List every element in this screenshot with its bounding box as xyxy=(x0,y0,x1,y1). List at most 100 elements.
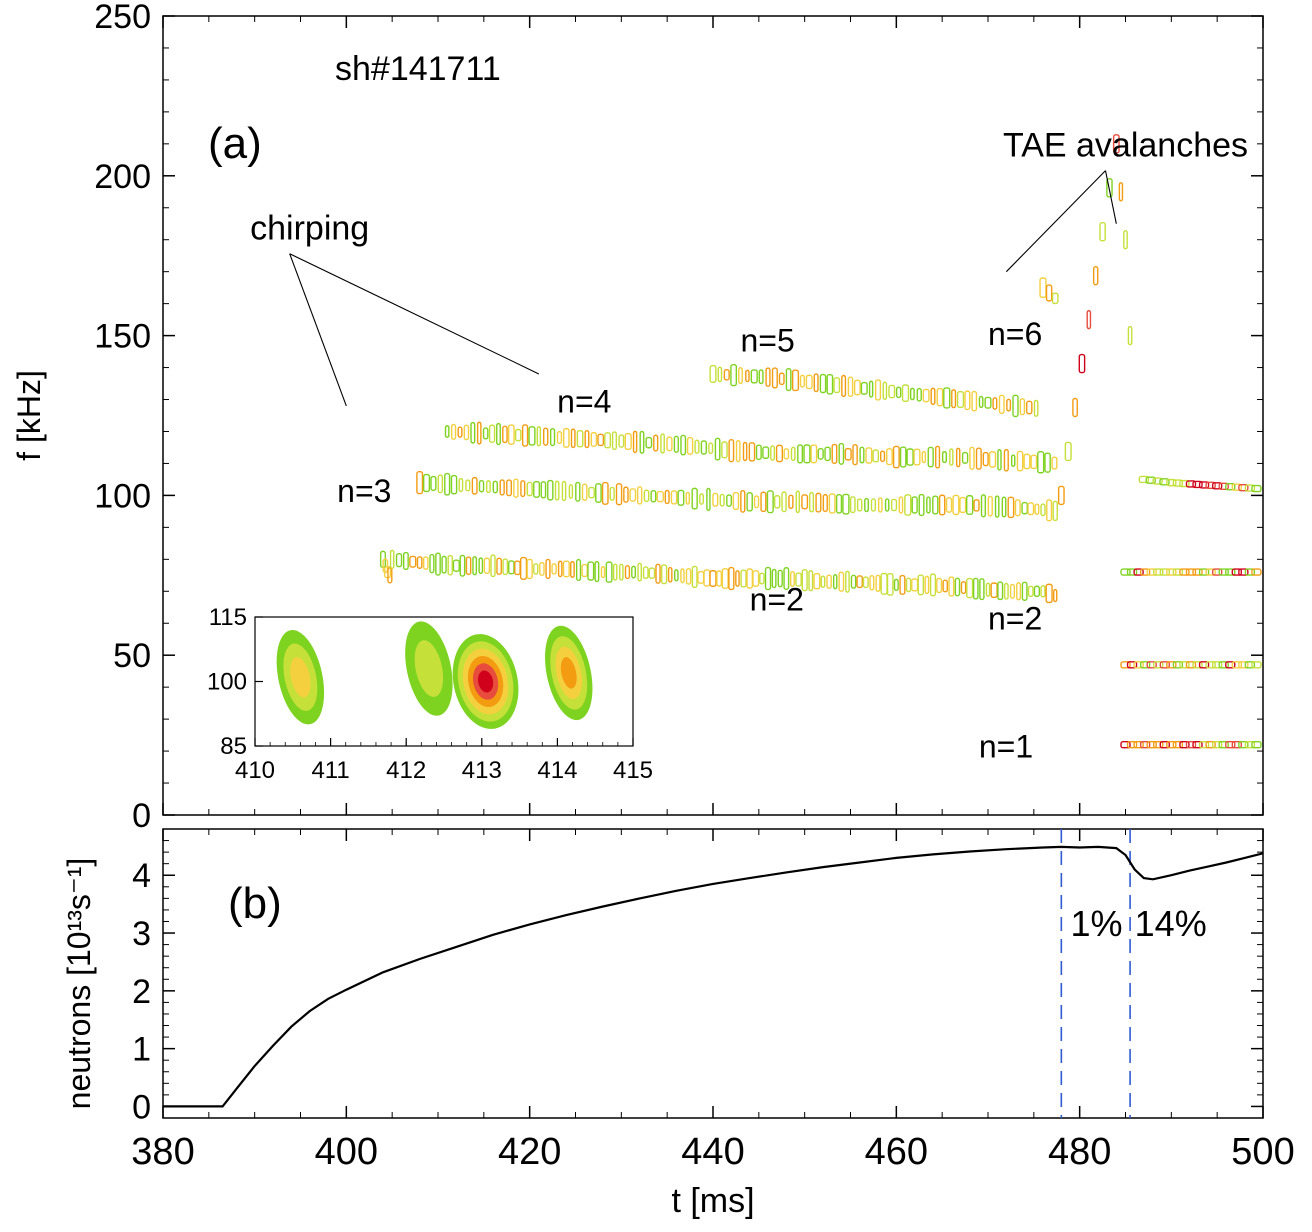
mode-mark xyxy=(1019,398,1026,416)
mode-mark xyxy=(595,483,602,503)
mode-mark xyxy=(463,424,470,441)
mode-mark xyxy=(542,427,549,446)
mode-mark xyxy=(918,493,925,517)
inset-y-tick-label: 85 xyxy=(220,733,247,760)
mode-mark xyxy=(990,582,998,598)
mode-mark xyxy=(450,474,458,495)
mode-mark xyxy=(845,570,850,593)
mode-mark xyxy=(639,430,645,454)
mode-mark xyxy=(409,555,417,568)
mode-mark xyxy=(604,432,612,449)
mode-mark xyxy=(942,579,949,593)
mode-mark xyxy=(395,553,403,568)
mode-mark xyxy=(951,389,957,409)
mode-mark xyxy=(877,497,883,513)
mode-mark xyxy=(926,496,931,514)
mode-mark xyxy=(465,556,472,576)
y-tick-label: 4 xyxy=(132,857,151,895)
mode-mark xyxy=(562,427,570,448)
mode-mark xyxy=(691,487,698,510)
mode-mark xyxy=(1152,477,1163,485)
mode-mark xyxy=(1198,568,1210,576)
mode-mark xyxy=(1192,661,1203,669)
mode-mark xyxy=(1027,502,1035,516)
mode-mark xyxy=(778,372,785,386)
inset-x-tick-label: 411 xyxy=(311,757,349,784)
mode-mark xyxy=(1244,740,1256,749)
mode-mark xyxy=(435,552,441,576)
mode-mark xyxy=(485,480,491,494)
mode-mark xyxy=(1166,568,1177,576)
mode-mark xyxy=(728,439,735,463)
mode-mark xyxy=(1021,581,1028,601)
mode-mark xyxy=(945,497,953,513)
y-tick-label: 50 xyxy=(113,637,151,675)
mode-mark xyxy=(1238,568,1249,576)
mode-mark xyxy=(948,576,955,597)
mode-mark xyxy=(790,446,796,462)
inset-blob xyxy=(477,670,494,693)
mode-mark xyxy=(441,555,447,574)
mode-mark xyxy=(1198,661,1210,669)
mode-label: n=3 xyxy=(337,473,391,509)
mode-mark xyxy=(847,376,854,398)
mode-mark xyxy=(465,479,471,492)
mode-mark xyxy=(1118,182,1124,202)
mode-mark xyxy=(826,373,834,395)
mode-mark xyxy=(875,574,881,592)
mode-mark xyxy=(588,486,595,499)
mode-mark xyxy=(554,480,560,501)
neutron-rate-line xyxy=(163,845,1264,1108)
mode-mark xyxy=(850,574,857,589)
mode-mark xyxy=(570,560,575,578)
mode-mark xyxy=(862,576,869,589)
mode-mark xyxy=(643,489,650,503)
spectrogram-marks xyxy=(379,134,1262,749)
mode-mark xyxy=(746,492,753,512)
mode-mark xyxy=(938,494,946,516)
mode-mark xyxy=(389,549,395,569)
mode-mark xyxy=(1153,568,1164,576)
mode-mark xyxy=(1139,740,1151,749)
mode-mark xyxy=(911,496,918,514)
mode-mark xyxy=(575,481,581,502)
mode-mark xyxy=(868,380,874,398)
spectrogram-annotations: chirping TAE avalanches n=3 n=4 n=5 n=6 n=2 n=2… xyxy=(250,127,1248,765)
mode-mark xyxy=(980,494,987,518)
mode-mark xyxy=(1033,585,1041,598)
shot-number-label: sh#141711 xyxy=(335,50,501,88)
mode-mark xyxy=(492,480,498,494)
neutron-rate-panel: 0 1 2 3 4 380 400 420 440 460 480 500 neutrons [10¹… xyxy=(61,828,1295,1220)
mode-mark xyxy=(1179,661,1190,669)
mode-mark xyxy=(1045,583,1053,604)
mode-mark xyxy=(982,451,989,467)
mode-mark xyxy=(758,369,764,385)
mode-mark xyxy=(1185,661,1197,669)
mode-mark xyxy=(880,572,888,595)
mode-mark xyxy=(795,572,802,587)
mode-mark xyxy=(882,381,888,400)
mode-mark xyxy=(540,481,547,499)
mode-mark xyxy=(844,447,852,461)
mode-mark xyxy=(584,429,590,449)
mode-mark xyxy=(801,494,809,510)
mode-mark xyxy=(927,446,934,468)
percent-label: 14% xyxy=(1135,903,1207,944)
mode-mark xyxy=(615,483,623,506)
mode-mark xyxy=(594,560,600,583)
mode-mark xyxy=(755,444,762,461)
mode-mark xyxy=(777,569,783,588)
y-tick-label: 0 xyxy=(132,797,151,835)
mode-mark xyxy=(1126,740,1138,749)
mode-mark xyxy=(708,442,714,455)
mode-mark xyxy=(1172,740,1184,749)
mode-mark xyxy=(1159,478,1170,486)
mode-mark xyxy=(803,444,811,464)
mode-mark xyxy=(856,498,863,512)
mode-mark xyxy=(797,444,804,464)
mode-mark xyxy=(611,431,618,451)
mode-mark xyxy=(568,484,574,499)
mode-mark xyxy=(852,444,858,466)
mode-mark xyxy=(813,572,821,590)
mode-mark xyxy=(869,574,875,591)
